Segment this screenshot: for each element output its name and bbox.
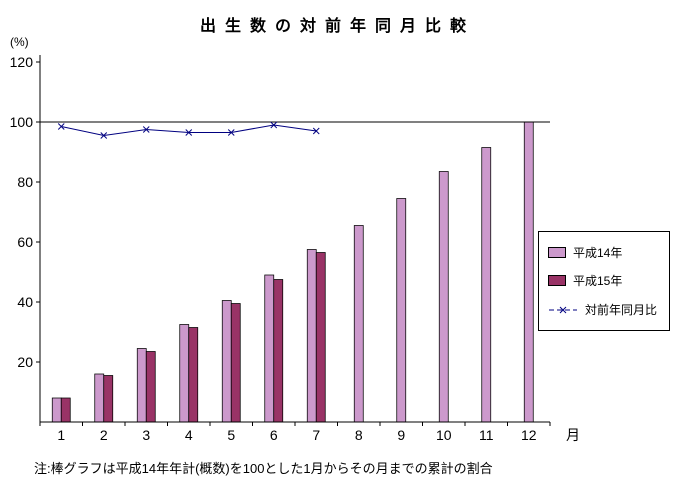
bar	[438, 171, 449, 423]
bar	[523, 121, 534, 423]
bar	[60, 397, 71, 423]
y-tick-label: 20	[17, 354, 33, 370]
bar	[136, 348, 147, 423]
bar	[396, 198, 407, 423]
legend-swatch-h14	[548, 246, 566, 258]
y-tick-label: 80	[17, 174, 33, 190]
bar	[306, 249, 317, 423]
chart-note: 注:棒グラフは平成14年年計(概数)を100とした1月からその月までの累計の割合	[34, 461, 493, 476]
ratio-line	[61, 124, 317, 137]
line-marker	[100, 132, 108, 139]
y-axis-unit-label: (%)	[10, 35, 29, 49]
x-axis-unit-label: 月	[566, 427, 580, 443]
x-tick-label: 8	[355, 427, 363, 443]
legend-label-ratio: 対前年同月比	[585, 303, 658, 318]
x-tick-label: 10	[436, 427, 452, 443]
legend-line-marker-icon	[549, 306, 577, 313]
legend-item-ratio: 対前年同月比	[548, 301, 665, 318]
legend-label-h14: 平成14年	[573, 245, 623, 260]
y-tick-label: 40	[17, 294, 33, 310]
chart-title: 出生数の対前年同月比較	[199, 18, 475, 35]
x-tick-label: 2	[100, 427, 108, 443]
bar	[481, 147, 492, 423]
y-tick-label: 100	[10, 114, 34, 130]
bar	[273, 279, 284, 423]
legend-swatch-h15	[548, 275, 566, 287]
x-tick-label: 3	[142, 427, 150, 443]
bar	[51, 397, 62, 423]
line-marker	[142, 126, 150, 133]
bar	[145, 351, 156, 423]
x-tick-label: 1	[57, 427, 65, 443]
chart-legend: 平成14年 平成15年 対前年同月比	[538, 231, 670, 331]
x-tick-label: 4	[185, 427, 193, 443]
bar	[353, 225, 364, 423]
x-tick-label: 12	[521, 427, 537, 443]
line-marker	[270, 121, 278, 129]
bar	[264, 274, 275, 423]
legend-item-h15: 平成15年	[548, 272, 665, 289]
y-tick-label: 120	[10, 54, 34, 70]
bar	[188, 327, 199, 423]
x-tick-label: 7	[312, 427, 320, 443]
x-tick-label: 6	[270, 427, 278, 443]
bar	[94, 373, 105, 423]
line-marker	[185, 129, 193, 136]
line-marker	[227, 129, 235, 136]
legend-label-h15: 平成15年	[573, 274, 623, 289]
x-tick-label: 11	[479, 427, 494, 443]
bar	[179, 324, 190, 423]
bar	[315, 252, 326, 423]
bar	[230, 303, 241, 423]
bar	[221, 300, 232, 423]
x-tick-label: 5	[227, 427, 235, 443]
line-marker	[57, 123, 65, 130]
x-tick-label: 9	[397, 427, 405, 443]
bar	[103, 375, 114, 423]
line-marker	[312, 127, 320, 135]
y-tick-label: 60	[17, 234, 33, 250]
legend-item-h14: 平成14年	[548, 244, 665, 261]
